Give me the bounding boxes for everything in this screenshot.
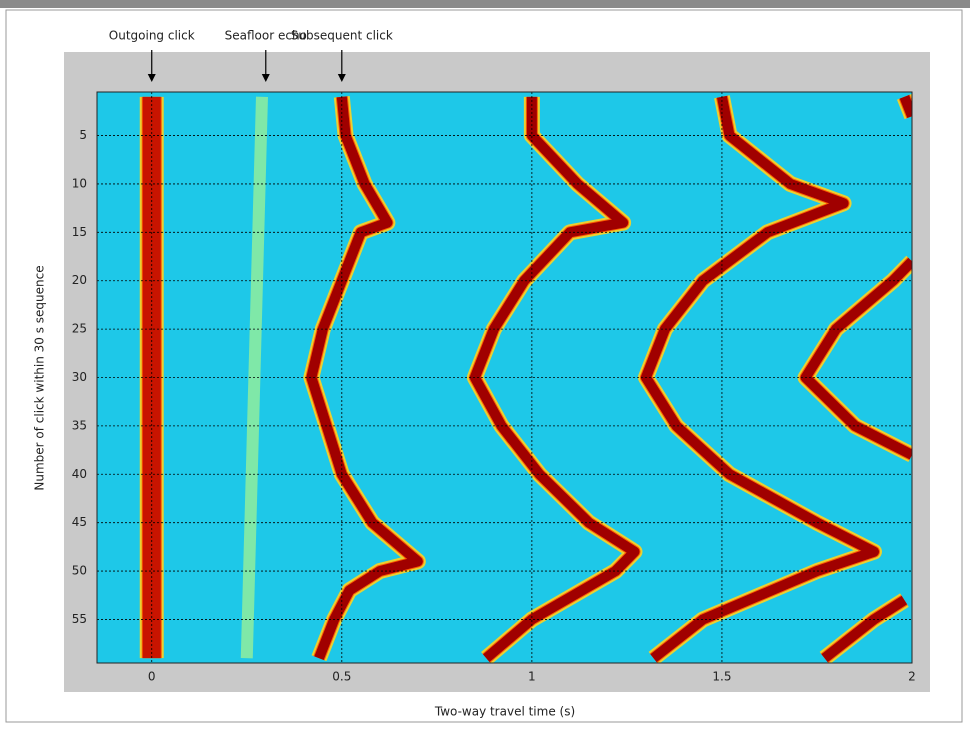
trace [899, 95, 912, 119]
x-tick-label: 2 [908, 670, 916, 684]
arrow-head [337, 74, 346, 82]
arrow-head [261, 74, 270, 82]
x-tick-label: 0.5 [332, 670, 351, 684]
y-tick-label: 30 [72, 370, 87, 384]
y-tick-label: 35 [72, 418, 87, 432]
x-tick-label: 0 [148, 670, 156, 684]
y-tick-label: 5 [79, 128, 87, 142]
y-tick-label: 45 [72, 515, 87, 529]
y-tick-label: 25 [72, 322, 87, 336]
x-tick-label: 1.5 [712, 670, 731, 684]
plot-area [97, 92, 912, 663]
x-tick-label: 1 [528, 670, 536, 684]
y-tick-label: 20 [72, 273, 87, 287]
annotation: Subsequent click [291, 29, 393, 43]
y-axis-label: Number of click within 30 s sequence [33, 265, 47, 490]
top-bar [0, 0, 970, 8]
annotation: Seafloor echo [225, 29, 307, 43]
y-tick-label: 40 [72, 467, 87, 481]
y-tick-label: 15 [72, 225, 87, 239]
y-tick-label: 55 [72, 612, 87, 626]
y-tick-label: 50 [72, 564, 87, 578]
trace [800, 257, 912, 460]
plot-border [96, 91, 913, 664]
arrow-head [147, 74, 156, 82]
x-axis-label: Two-way travel time (s) [434, 705, 575, 719]
y-tick-label: 10 [72, 176, 87, 190]
annotation: Outgoing click [109, 29, 195, 43]
trace [306, 96, 423, 660]
